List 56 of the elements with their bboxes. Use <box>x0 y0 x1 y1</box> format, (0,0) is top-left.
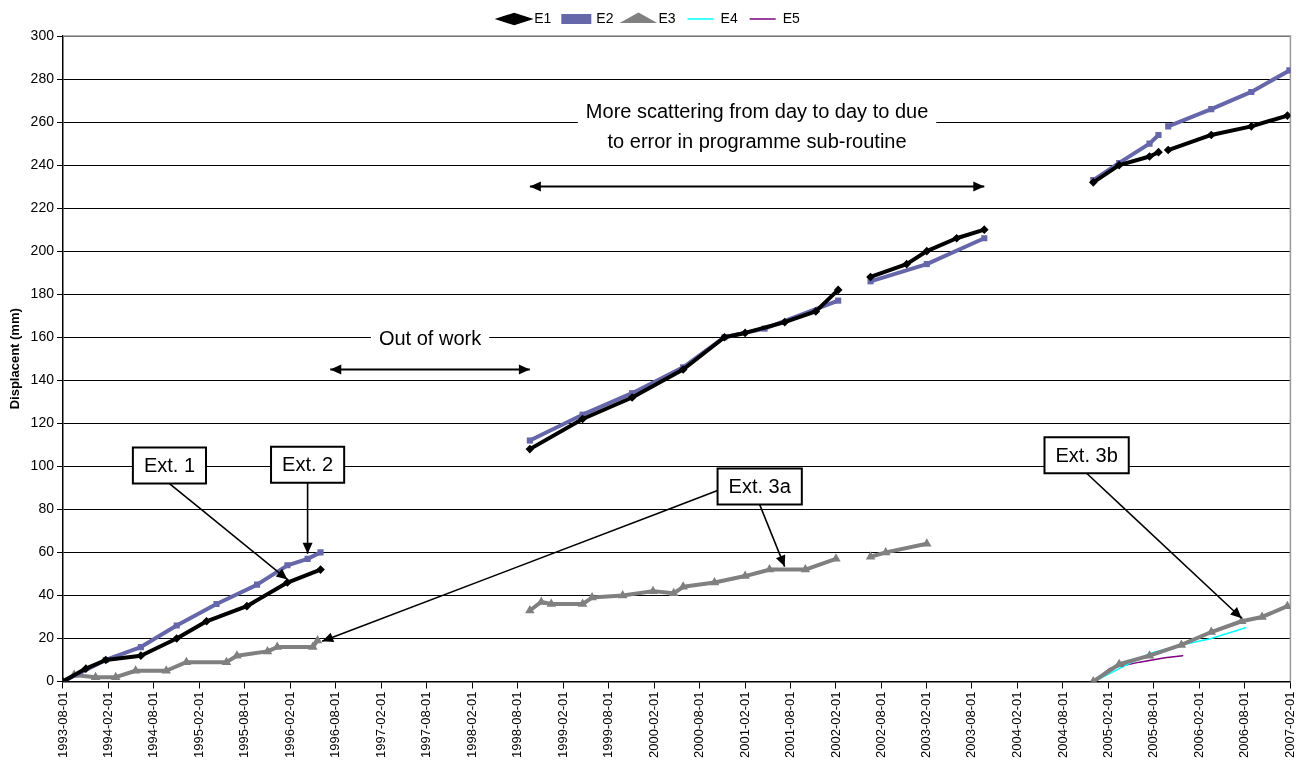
x-tick-label: 1998-02-01 <box>463 691 479 758</box>
legend-label: E1 <box>534 9 552 26</box>
x-tick-label: 2002-02-01 <box>827 691 843 758</box>
x-tick-label: 1998-08-01 <box>508 691 524 758</box>
annotation: More scattering from day to day to due to error in programme sub-routine <box>585 100 929 153</box>
x-tick-label: 1994-02-01 <box>100 691 116 758</box>
y-tick-label: 60 <box>38 543 55 560</box>
x-tick-label: 1997-02-01 <box>373 691 389 758</box>
x-tick-label: 2000-02-01 <box>645 691 661 758</box>
x-tick-label: 2001-02-01 <box>736 691 752 758</box>
legend-label: E5 <box>782 9 801 26</box>
y-tick-label: 180 <box>30 285 55 302</box>
y-tick-label: 200 <box>30 242 55 259</box>
y-tick-label: 280 <box>30 69 55 86</box>
legend-label: E3 <box>658 9 676 26</box>
x-tick-label: 2003-02-01 <box>918 691 934 758</box>
x-tick-label: 1993-08-01 <box>54 691 70 758</box>
y-tick-label: 40 <box>38 586 55 603</box>
legend-label: E2 <box>596 9 614 26</box>
y-tick-label: 300 <box>30 26 55 43</box>
x-tick-label: 2006-08-01 <box>1236 691 1252 758</box>
y-tick-label: 140 <box>30 371 55 388</box>
x-tick-label: 1999-08-01 <box>599 691 615 758</box>
y-tick-label: 260 <box>30 112 55 129</box>
x-tick-label: 2000-08-01 <box>690 691 706 758</box>
y-tick-label: 80 <box>38 500 55 517</box>
legend-label: E4 <box>720 9 738 26</box>
y-tick-label: 220 <box>30 198 55 215</box>
y-axis-title: Displacent (mm) <box>7 308 23 410</box>
x-tick-label: 1995-08-01 <box>236 691 252 758</box>
y-tick-label: 0 <box>46 672 55 689</box>
x-tick-label: 1995-02-01 <box>191 691 207 758</box>
annotation: Ext. 3b <box>1055 443 1118 466</box>
annotation: Ext. 2 <box>282 453 334 476</box>
x-tick-label: 2001-08-01 <box>781 691 797 758</box>
x-tick-label: 2005-08-01 <box>1145 691 1161 758</box>
y-tick-label: 160 <box>30 328 55 345</box>
x-tick-label: 1996-02-01 <box>282 691 298 758</box>
y-tick-label: 240 <box>30 155 55 172</box>
x-tick-label: 2005-02-01 <box>1100 691 1116 758</box>
x-tick-label: 2007-02-01 <box>1281 691 1297 758</box>
x-tick-label: 2002-08-01 <box>872 691 888 758</box>
y-tick-label: 120 <box>30 414 55 431</box>
x-tick-label: 2006-02-01 <box>1191 691 1207 758</box>
annotation: Ext. 1 <box>143 454 196 477</box>
x-tick-label: 1999-02-01 <box>554 691 570 758</box>
y-tick-label: 100 <box>30 457 55 474</box>
annotation: Out of work <box>378 327 483 350</box>
x-tick-label: 2004-08-01 <box>1054 691 1070 758</box>
x-tick-label: 1997-08-01 <box>418 691 434 758</box>
x-tick-label: 2004-02-01 <box>1009 691 1025 758</box>
annotation: Ext. 3a <box>728 475 792 498</box>
x-tick-label: 1996-08-01 <box>327 691 343 758</box>
y-tick-label: 20 <box>38 629 55 646</box>
x-tick-label: 1994-08-01 <box>145 691 161 758</box>
x-tick-label: 2003-08-01 <box>963 691 979 758</box>
